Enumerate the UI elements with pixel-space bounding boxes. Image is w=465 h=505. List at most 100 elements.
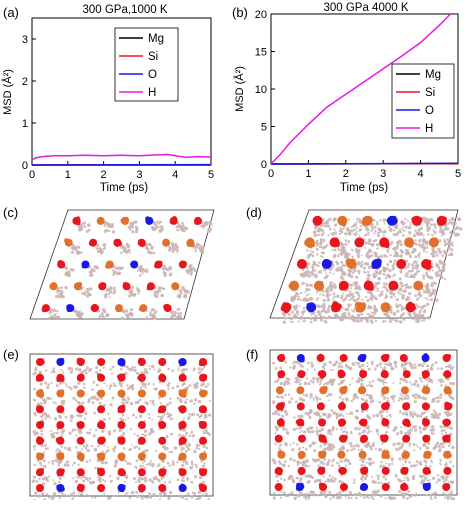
silicon-atom [400, 467, 408, 475]
x-tick-label-b: 2 [343, 168, 349, 180]
legend-label-si: Si [148, 51, 158, 63]
x-tick-label-a: 3 [136, 169, 142, 181]
silicon-atom [400, 354, 408, 362]
snapshot-f: (f) [246, 347, 457, 500]
magnesium-atom [337, 451, 345, 459]
silicon-atom [298, 435, 306, 443]
magnesium-atom [401, 386, 409, 394]
panel-label-c: (c) [3, 205, 18, 220]
x-tick-label-b: 1 [305, 168, 311, 180]
silicon-atom [56, 421, 64, 429]
silicon-atom [359, 370, 367, 378]
x-axis-label-b: Time (ps) [340, 182, 388, 194]
legend-label-si: Si [425, 87, 435, 99]
silicon-atom [422, 402, 430, 410]
silicon-atom [402, 435, 410, 443]
silicon-atom [138, 405, 146, 413]
silicon-atom [77, 374, 85, 382]
legend-label-h: H [425, 123, 433, 135]
panel-label-e: (e) [3, 347, 19, 362]
oxygen-atom [130, 261, 138, 269]
y-tick-label-a: 2 [22, 76, 28, 88]
silicon-atom [97, 405, 105, 413]
silicon-atom [422, 435, 430, 443]
magnesium-atom [138, 390, 146, 398]
silicon-atom [275, 483, 283, 491]
silicon-atom [313, 216, 323, 226]
legend-box-b [392, 64, 454, 138]
panel-label-b: (b) [232, 5, 248, 20]
snapshot-c: (c) [3, 205, 214, 320]
lines-a [32, 155, 211, 166]
silicon-atom [318, 418, 326, 426]
silicon-atom [56, 405, 64, 413]
y-tick-label-b: 10 [255, 84, 267, 96]
silicon-atom [199, 421, 207, 429]
silicon-atom [158, 358, 166, 366]
panel-label-d: (d) [246, 205, 262, 220]
x-tick-label-a: 1 [65, 169, 71, 181]
magnesium-atom [97, 217, 105, 225]
silicon-atom [442, 483, 450, 491]
silicon-atom [158, 484, 166, 492]
silicon-atom [118, 421, 126, 429]
legend-label-o: O [148, 69, 157, 81]
silicon-atom [77, 468, 85, 476]
x-axis-label-a: Time (ps) [100, 182, 148, 194]
silicon-atom [77, 437, 85, 445]
silicon-atom [396, 259, 406, 269]
y-tick-label-b: 15 [255, 47, 267, 59]
silicon-atom [36, 374, 44, 382]
silicon-atom [388, 281, 398, 291]
silicon-atom [354, 237, 364, 247]
magnesium-atom [381, 450, 390, 459]
silicon-atom [339, 281, 349, 291]
legend-label-h: H [148, 87, 156, 99]
y-tick-label-b: 5 [261, 122, 267, 134]
silicon-atom [199, 405, 207, 413]
chart-title-a: 300 GPa,1000 K [82, 4, 167, 16]
silicon-atom [297, 402, 305, 410]
legend-box-a [115, 28, 178, 101]
silicon-atom [403, 370, 411, 378]
magnesium-atom [158, 390, 166, 398]
x-tick-label-a: 4 [172, 169, 178, 181]
y-axis-label-b: MSD (Å²) [233, 66, 246, 112]
silicon-atom [138, 421, 146, 429]
magnesium-atom [296, 386, 304, 394]
x-tick-label-a: 0 [29, 169, 35, 181]
magnesium-atom [381, 302, 391, 312]
silicon-atom [138, 437, 146, 445]
magnesium-atom [355, 302, 366, 313]
y-tick-label-b: 0 [261, 159, 267, 171]
y-tick-label-b: 20 [255, 9, 267, 21]
magnesium-atom [413, 281, 423, 291]
silicon-atom [36, 484, 44, 492]
x-tick-label-a: 5 [208, 169, 214, 181]
y-tick-label-a: 3 [22, 34, 28, 46]
chart-title-b: 300 GPa 4000 K [323, 2, 408, 14]
silicon-atom [317, 467, 325, 475]
silicon-atom [199, 437, 207, 445]
silicon-atom [158, 437, 166, 445]
silicon-atom [275, 435, 283, 443]
silicon-atom [36, 405, 44, 413]
silicon-atom [179, 374, 187, 382]
silicon-atom [297, 259, 307, 269]
series-line-h [32, 155, 211, 161]
y-axis-label-a: MSD (Å²) [1, 69, 14, 115]
legend-label-mg: Mg [425, 69, 441, 81]
x-tick-label-b: 5 [455, 168, 461, 180]
panel-label-a: (a) [3, 5, 19, 20]
x-tick-label-a: 2 [101, 169, 107, 181]
x-tick-label-b: 3 [380, 168, 386, 180]
snapshot-e: (e) [3, 347, 213, 500]
legend-label-o: O [425, 105, 434, 117]
snapshot-d: (d) [246, 205, 462, 324]
silicon-atom [340, 354, 348, 362]
magnesium-atom [158, 453, 166, 461]
magnesium-atom [115, 304, 123, 312]
